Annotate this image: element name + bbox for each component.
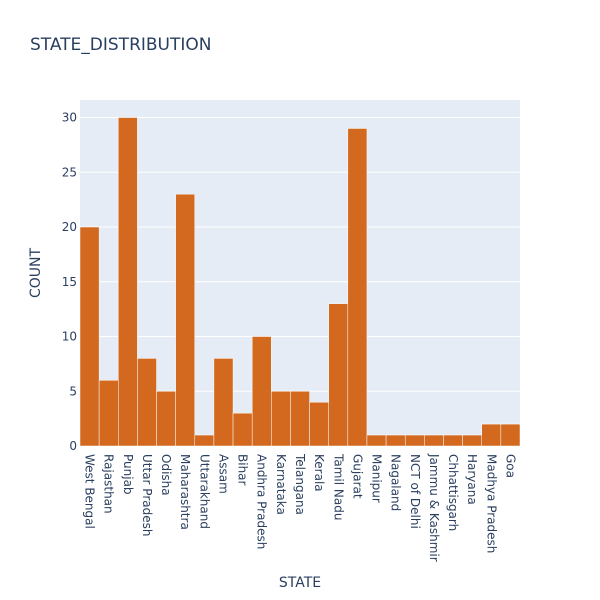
y-tick-label: 20 (62, 220, 77, 234)
y-tick-label: 30 (62, 111, 77, 125)
x-tick-label: NCT of Delhi (408, 454, 422, 529)
x-tick-label: Madhya Pradesh (484, 454, 498, 553)
x-tick-label: Gujarat (350, 454, 364, 499)
bar (347, 128, 368, 447)
x-tick-label: Rajasthan (102, 454, 116, 514)
x-tick-label: Uttar Pradesh (140, 454, 154, 536)
bar (156, 391, 176, 447)
x-tick-label: Karnataka (274, 454, 288, 515)
bar (137, 358, 157, 447)
x-tick-label: Maharashtra (178, 454, 192, 530)
bar (309, 401, 329, 447)
bar (290, 391, 310, 447)
x-tick-label: Haryana (465, 454, 479, 505)
y-tick-label: 15 (62, 275, 77, 289)
x-axis-title: STATE (279, 575, 321, 591)
bar (213, 358, 234, 447)
bar (404, 434, 425, 447)
bar (481, 423, 502, 447)
x-tick-label: Andhra Pradesh (255, 454, 269, 549)
bar (366, 434, 387, 447)
bar (462, 434, 482, 447)
bar (98, 380, 119, 447)
x-tick-label: West Bengal (83, 454, 97, 529)
bar (118, 117, 138, 447)
chart-title: STATE_DISTRIBUTION (30, 35, 212, 55)
bar (500, 423, 521, 447)
y-tick-label: 25 (62, 165, 77, 179)
y-tick-label: 5 (69, 384, 77, 398)
bar (79, 226, 100, 447)
bar (385, 434, 406, 447)
y-axis-ticks: 0 5 10 15 20 25 30 (62, 111, 77, 453)
x-tick-label: Assam (216, 454, 230, 494)
x-tick-label: Manipur (370, 454, 384, 503)
bar (194, 434, 215, 447)
bar (443, 434, 463, 447)
x-tick-label: Uttarakhand (197, 454, 211, 529)
bar (328, 303, 349, 447)
y-axis-title: COUNT (28, 248, 44, 299)
x-tick-label: Goa (503, 454, 517, 478)
bar (175, 193, 196, 447)
y-tick-label: 10 (62, 330, 77, 344)
x-tick-label: Bihar (236, 454, 250, 486)
x-tick-label: Punjab (121, 454, 135, 495)
x-tick-label: Kerala (312, 454, 326, 492)
bar (232, 412, 253, 447)
bar (271, 391, 291, 447)
bar (424, 434, 444, 447)
x-tick-label: Tamil Nadu (331, 453, 345, 520)
x-tick-label: Chhattisgarh (446, 454, 460, 531)
bar (251, 336, 272, 447)
x-tick-label: Telangana (293, 453, 307, 515)
x-tick-label: Nagaland (389, 454, 403, 511)
x-axis-ticks: West Bengal Rajasthan Punjab Uttar Pradesh O… (83, 453, 518, 562)
x-tick-label: Odisha (159, 454, 173, 496)
x-tick-label: Jammu & Kashmir (427, 453, 441, 562)
y-tick-label: 0 (69, 439, 77, 453)
bars (79, 117, 521, 447)
